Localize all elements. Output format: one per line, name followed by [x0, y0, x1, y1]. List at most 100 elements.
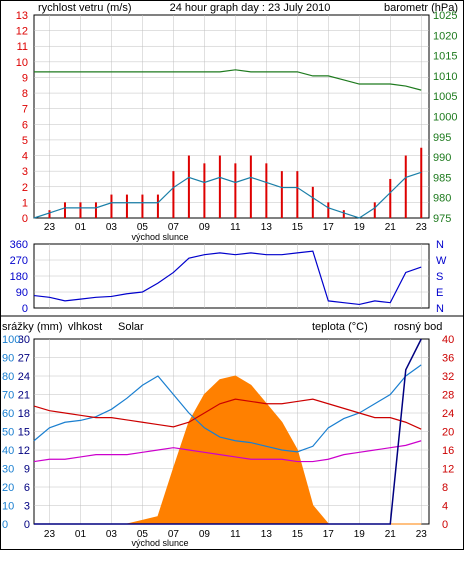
x-tick-label: 23 [44, 222, 56, 233]
humidity-line [33, 364, 422, 453]
pressure-tick-label: 995 [433, 132, 451, 144]
x-tick-label: 07 [168, 529, 180, 540]
temperature-tick-label: 0 [442, 519, 448, 531]
x-tick-label: 23 [416, 222, 428, 233]
x-tick-label: 11 [230, 222, 241, 233]
pressure-line [34, 69, 422, 91]
pressure-tick-label: 1015 [433, 51, 457, 63]
x-tick-label: 21 [385, 222, 397, 233]
x-tick-label: 01 [75, 529, 87, 540]
x-tick-label: 13 [261, 529, 273, 540]
x-tick-label: 09 [199, 529, 211, 540]
humidity-tick-label: 40 [2, 445, 14, 457]
humidity-tick-label: 100 [2, 334, 20, 346]
x-tick-label: 07 [168, 222, 180, 233]
temperature-tick-label: 12 [442, 464, 454, 476]
direction-tick-label: 270 [10, 255, 28, 267]
rain-tick-label: 21 [18, 390, 30, 402]
direction-tick-label: 180 [10, 271, 28, 283]
x-tick-label: 11 [230, 529, 241, 540]
pressure-tick-label: 1005 [433, 91, 457, 103]
pressure-tick-label: 1025 [433, 10, 457, 22]
x-tick-label: 05 [137, 222, 149, 233]
pressure-tick-label: 985 [433, 172, 451, 184]
x-tick-label: 09 [199, 222, 211, 233]
direction-tick-label: 0 [22, 303, 28, 315]
temperature-tick-label: 40 [442, 334, 454, 346]
temperature-tick-label: 28 [442, 390, 454, 402]
humidity-tick-label: 20 [2, 482, 14, 494]
pressure-tick-label: 1000 [433, 112, 457, 124]
temperature-tick-label: 4 [442, 501, 448, 513]
temperature-tick-label: 8 [442, 482, 448, 494]
top-left-axis-label: rychlost vetru (m/s) [38, 2, 132, 14]
top-plot-frame [33, 14, 430, 219]
wind-tick-label: 11 [17, 41, 28, 53]
rain-tick-label: 9 [24, 464, 30, 476]
x-tick-label: 01 [75, 222, 87, 233]
rain-tick-label: 0 [24, 519, 30, 531]
compass-tick-label: N [436, 303, 444, 315]
pressure-tick-label: 990 [433, 152, 451, 164]
rain-tick-label: 30 [18, 334, 30, 346]
humidity-tick-label: 30 [2, 464, 14, 476]
wind-tick-label: 4 [22, 151, 28, 163]
rain-tick-label: 3 [24, 501, 30, 513]
compass-tick-label: E [436, 287, 443, 299]
rain-tick-label: 12 [18, 445, 30, 457]
wind-tick-label: 3 [22, 166, 28, 178]
temperature-tick-label: 36 [442, 353, 454, 365]
wind-tick-label: 0 [22, 213, 28, 225]
humidity-axis-label: vlhkost [68, 321, 102, 333]
temperature-tick-label: 32 [442, 371, 454, 383]
humidity-tick-label: 50 [2, 427, 14, 439]
wind-average-line [33, 171, 422, 219]
dewpoint-line [33, 440, 422, 463]
x-tick-label: 23 [44, 529, 56, 540]
wind-direction-line [33, 250, 422, 306]
x-tick-label: 17 [323, 529, 335, 540]
compass-tick-label: N [436, 239, 444, 251]
x-tick-label: 03 [106, 529, 118, 540]
rain-tick-label: 18 [18, 408, 30, 420]
temperature-axis-label: teplota (°C) [312, 321, 368, 333]
humidity-tick-label: 90 [2, 353, 14, 365]
pressure-tick-label: 975 [433, 213, 451, 225]
compass-tick-label: S [436, 271, 443, 283]
compass-tick-label: W [436, 255, 447, 267]
wind-tick-label: 5 [22, 135, 28, 147]
rain-tick-label: 24 [18, 371, 30, 383]
wind-tick-label: 2 [22, 182, 28, 194]
humidity-tick-label: 10 [2, 501, 14, 513]
x-tick-label: 19 [354, 529, 366, 540]
humidity-tick-label: 60 [2, 408, 14, 420]
top-right-axis-label: barometr (hPa) [384, 2, 458, 14]
x-tick-label: 15 [292, 529, 304, 540]
rain-tick-label: 6 [24, 482, 30, 494]
rain-axis-label: srážky (mm) [2, 321, 63, 333]
humidity-tick-label: 70 [2, 390, 14, 402]
temperature-line [33, 398, 422, 430]
x-tick-label: 05 [137, 529, 149, 540]
pressure-tick-label: 1020 [433, 30, 457, 42]
rain-tick-label: 27 [18, 353, 30, 365]
humidity-tick-label: 0 [2, 519, 8, 531]
direction-tick-label: 90 [16, 287, 28, 299]
wind-tick-label: 6 [22, 119, 28, 131]
wind-tick-label: 1 [22, 197, 28, 209]
x-tick-label: 21 [385, 529, 397, 540]
top-sunrise-label: východ slunce [131, 232, 188, 242]
rain-line [34, 338, 422, 525]
wind-tick-label: 10 [16, 57, 28, 69]
x-tick-label: 03 [106, 222, 118, 233]
temperature-tick-label: 16 [442, 445, 454, 457]
x-tick-label: 17 [323, 222, 335, 233]
rain-tick-label: 15 [18, 427, 30, 439]
wind-tick-label: 12 [16, 26, 28, 38]
wind-tick-label: 8 [22, 88, 28, 100]
bottom-sunrise-label: východ slunce [131, 538, 188, 548]
wind-tick-label: 9 [22, 72, 28, 84]
x-tick-label: 23 [416, 529, 428, 540]
